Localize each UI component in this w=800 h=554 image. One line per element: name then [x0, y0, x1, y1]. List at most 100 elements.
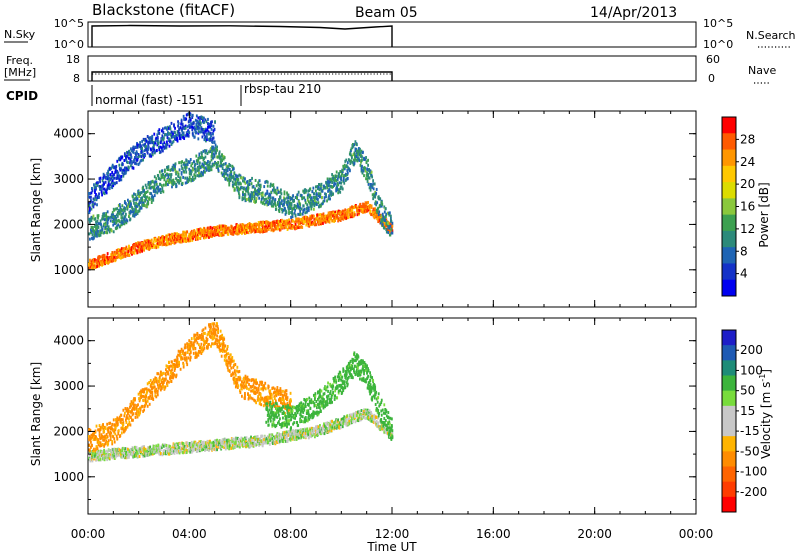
data-cell [150, 148, 153, 152]
data-cell [159, 182, 162, 186]
data-cell [379, 197, 382, 201]
data-cell [133, 454, 135, 458]
data-cell [195, 232, 198, 236]
data-cell [367, 182, 370, 186]
data-cell [346, 209, 349, 213]
data-cell [255, 435, 258, 439]
data-cell [154, 141, 157, 145]
data-cell [92, 225, 94, 229]
data-cell [180, 172, 183, 176]
data-cell [130, 203, 132, 207]
data-cell [370, 204, 373, 208]
data-cell [266, 180, 269, 184]
data-cell [389, 214, 392, 218]
data-cell [159, 447, 162, 451]
data-cell [166, 168, 169, 172]
data-cell [204, 151, 207, 155]
data-cell [142, 158, 145, 162]
data-cell [389, 222, 392, 226]
data-cell [348, 169, 351, 173]
data-cell [271, 441, 274, 445]
data-cell [97, 450, 100, 454]
data-cell [188, 235, 191, 239]
data-cell [109, 215, 112, 219]
data-cell [320, 189, 323, 193]
data-cell [330, 192, 333, 196]
data-cell [371, 185, 374, 189]
data-cell [290, 206, 293, 210]
data-cell [142, 454, 145, 458]
data-cell [244, 177, 246, 181]
data-cell [177, 442, 180, 446]
data-cell [381, 220, 384, 224]
data-cell [234, 445, 237, 449]
data-cell [141, 196, 143, 200]
data-cell [94, 450, 97, 454]
data-cell [353, 143, 356, 147]
data-cell [113, 208, 116, 212]
data-cell [330, 179, 333, 183]
data-cell [276, 200, 279, 204]
data-cell [153, 186, 156, 190]
y-tick-label: 3000 [53, 172, 84, 186]
data-cell [327, 211, 330, 215]
data-cell [145, 190, 148, 194]
data-cell [276, 226, 279, 230]
data-cell [124, 207, 127, 211]
data-cell [156, 242, 159, 246]
data-cell [293, 431, 296, 435]
data-cell [301, 428, 304, 432]
data-cell [219, 226, 222, 230]
data-cell [243, 230, 246, 234]
data-cell [168, 126, 170, 130]
data-cell [381, 212, 384, 216]
data-cell [205, 228, 208, 232]
data-cell [341, 216, 344, 220]
data-cell [238, 193, 241, 197]
data-cell [127, 451, 130, 455]
data-cell [171, 450, 173, 454]
data-cell [126, 219, 129, 223]
data-cell [303, 207, 306, 211]
data-cell [103, 192, 106, 196]
data-cell [186, 441, 189, 445]
data-cell [375, 208, 378, 212]
data-cell [99, 219, 102, 223]
data-cell [130, 248, 133, 252]
data-cell [110, 257, 113, 261]
data-cell [146, 247, 149, 251]
data-cell [276, 433, 279, 437]
data-cell [127, 249, 130, 253]
data-cell [128, 211, 131, 215]
data-cell [347, 158, 350, 162]
data-cell [108, 449, 111, 453]
data-cell [135, 212, 137, 216]
data-cell [204, 170, 206, 174]
data-cell [263, 220, 266, 224]
data-cell [295, 437, 298, 441]
data-cell [266, 191, 269, 195]
data-cell [165, 180, 168, 184]
data-cell [172, 132, 174, 136]
data-cell [303, 196, 306, 200]
data-cell [195, 123, 198, 127]
data-cell [113, 255, 116, 259]
data-cell [265, 201, 268, 205]
data-cell [250, 198, 252, 202]
data-cell [324, 186, 327, 190]
data-cell [115, 218, 118, 222]
data-cell [133, 210, 135, 214]
data-cell [249, 228, 251, 232]
data-cell [93, 264, 96, 268]
data-cell [356, 143, 358, 147]
data-cell [155, 180, 158, 184]
data-cell [206, 138, 208, 142]
data-cell [190, 122, 193, 126]
data-cell [93, 183, 95, 187]
data-cell [138, 209, 141, 213]
data-cell [112, 217, 115, 221]
data-cell [311, 216, 314, 220]
data-cell [189, 116, 192, 120]
data-cell [241, 224, 243, 228]
